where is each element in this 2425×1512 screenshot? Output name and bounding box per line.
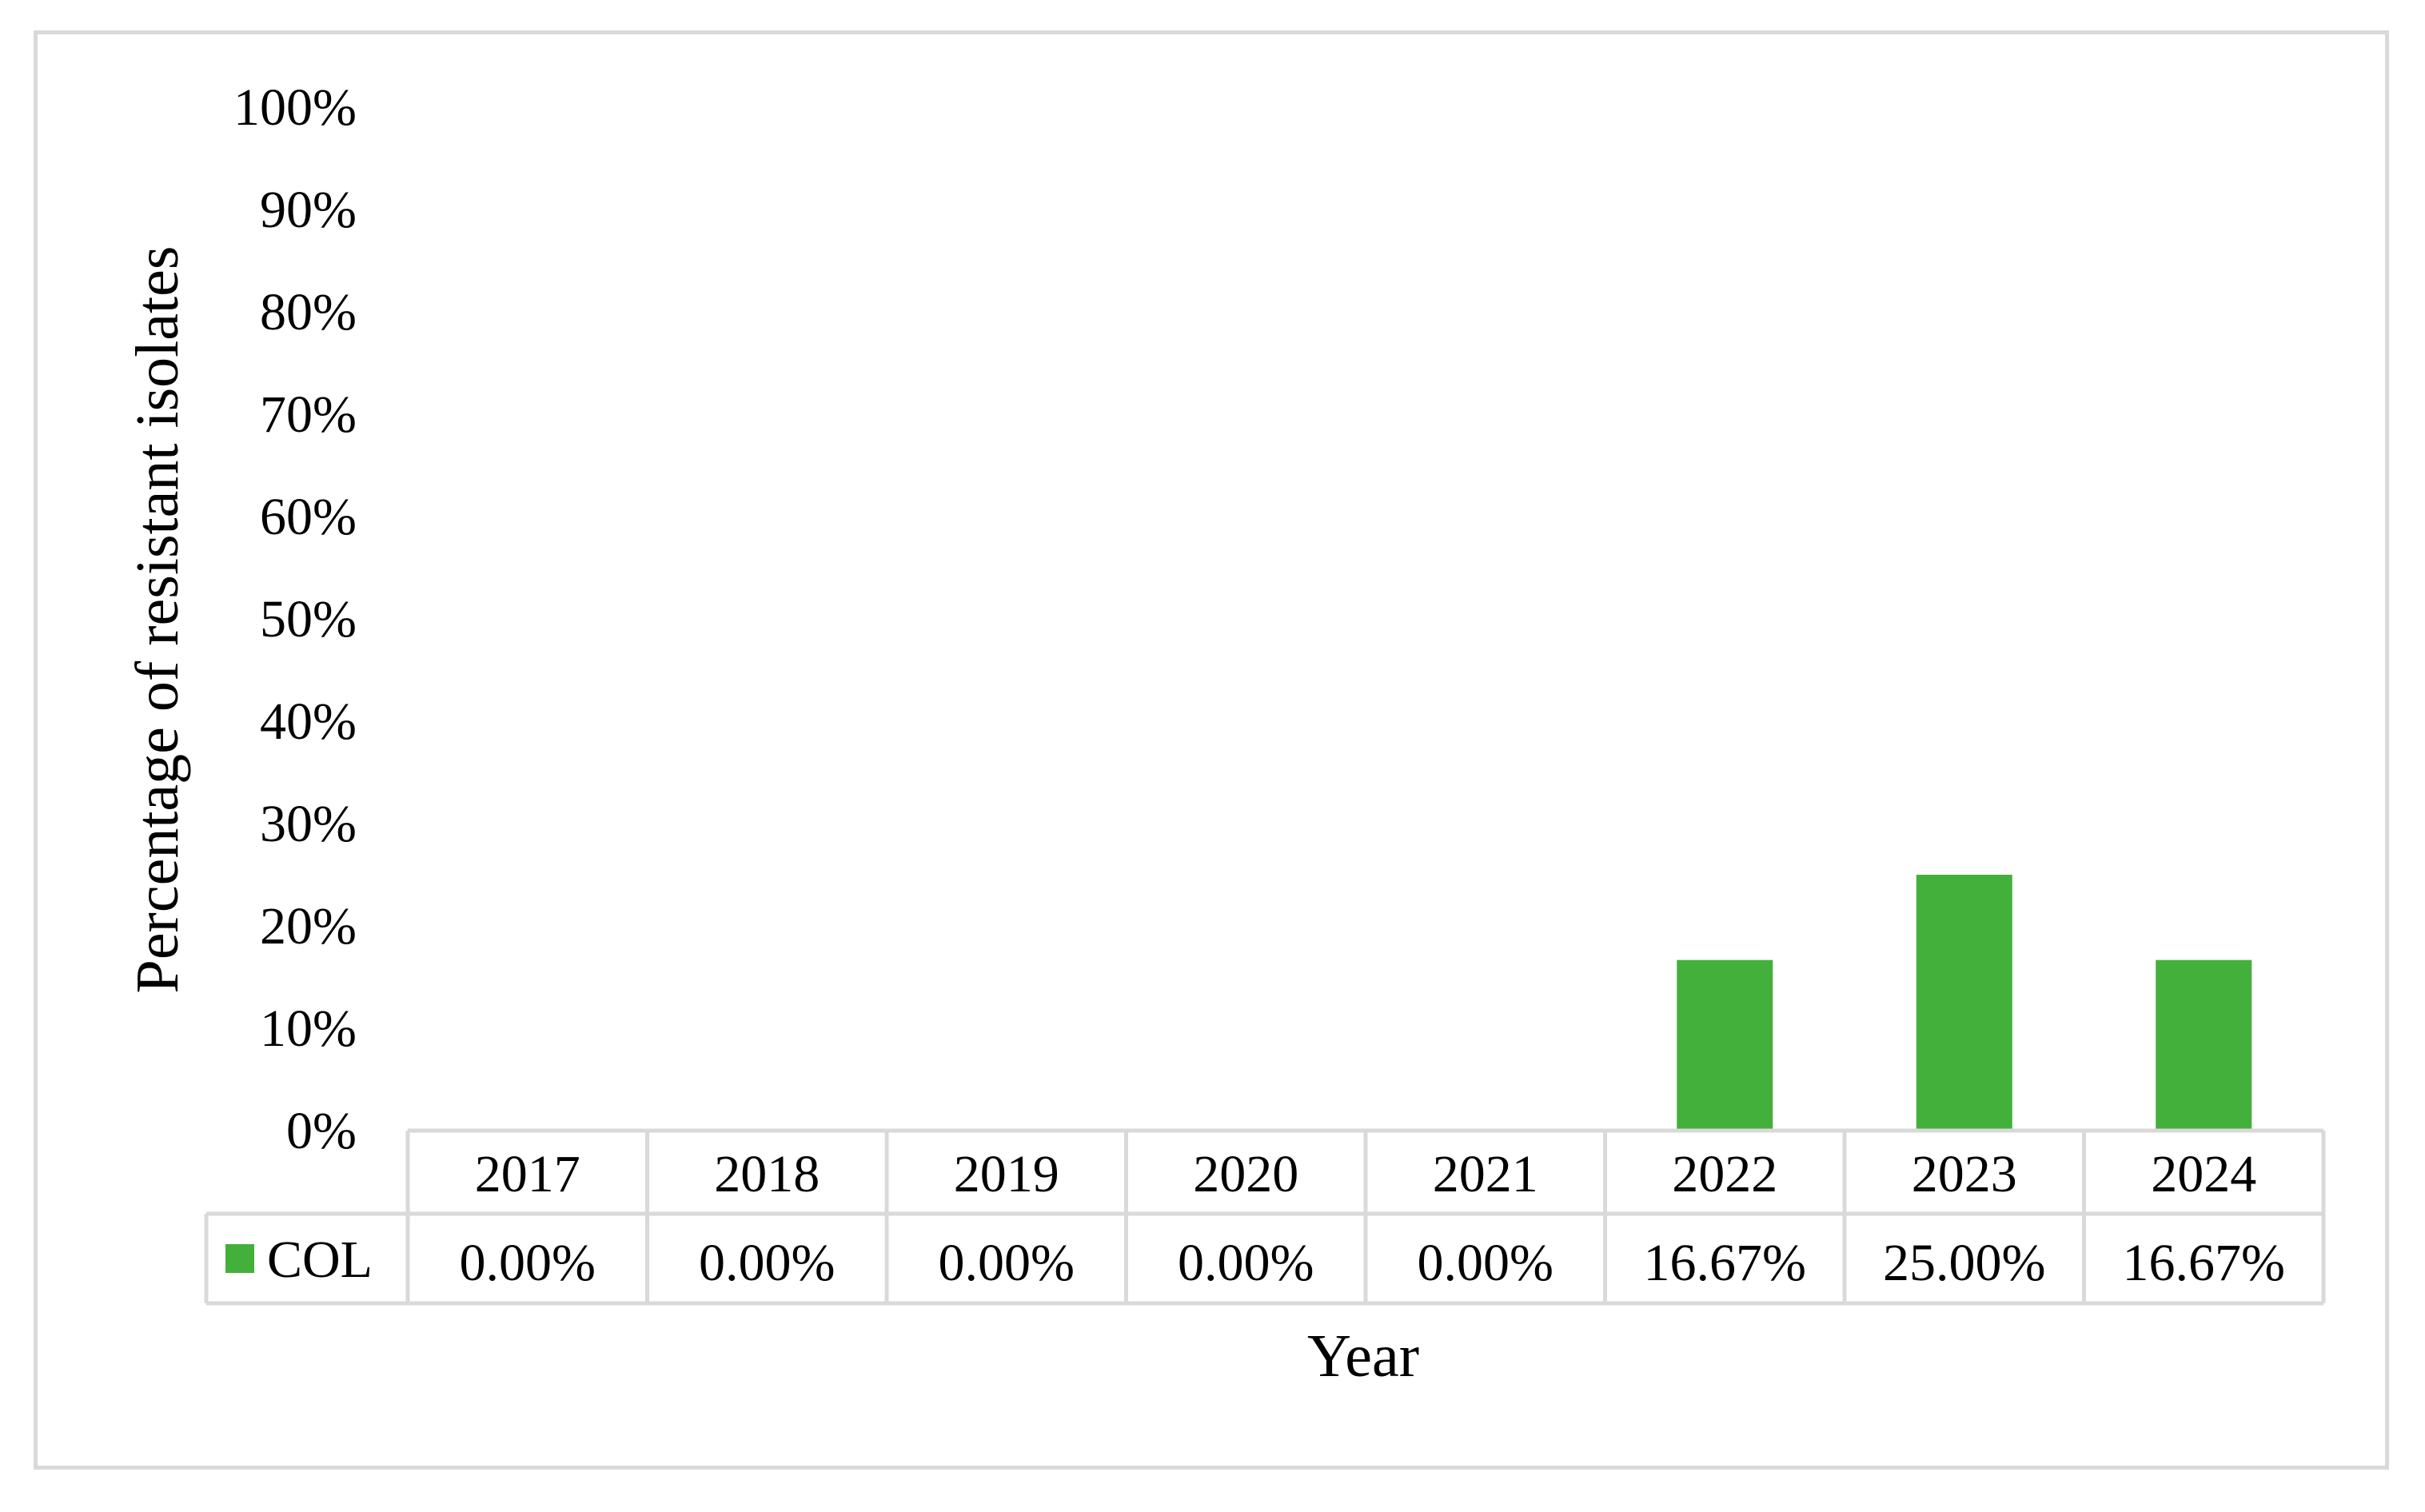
y-tick-label: 20% <box>260 897 357 955</box>
y-tick-label: 90% <box>260 181 357 239</box>
y-tick-label: 60% <box>260 488 357 546</box>
y-tick-label: 100% <box>233 78 357 137</box>
bar <box>2156 959 2252 1131</box>
y-tick-label: 30% <box>260 795 357 853</box>
data-label: 16.67% <box>2123 1234 2285 1292</box>
bar <box>1677 959 1773 1131</box>
data-label: 0.00% <box>1418 1234 1554 1292</box>
x-tick-label: 2022 <box>1672 1145 1777 1203</box>
data-label: 16.67% <box>1644 1234 1806 1292</box>
data-label: 0.00% <box>699 1234 835 1292</box>
y-tick-label: 10% <box>260 999 357 1058</box>
x-axis-title: Year <box>1307 1323 1419 1390</box>
y-tick-label: 70% <box>260 385 357 444</box>
y-tick-label: 40% <box>260 692 357 751</box>
x-tick-label: 2024 <box>2151 1145 2256 1203</box>
data-label: 25.00% <box>1883 1234 2045 1292</box>
y-tick-label: 80% <box>260 283 357 341</box>
x-tick-label: 2021 <box>1433 1145 1538 1203</box>
x-tick-label: 2017 <box>475 1145 580 1203</box>
data-label: 0.00% <box>460 1234 596 1292</box>
data-label: 0.00% <box>1178 1234 1314 1292</box>
y-tick-label: 0% <box>286 1102 357 1160</box>
x-tick-label: 2019 <box>954 1145 1059 1203</box>
data-label: 0.00% <box>939 1234 1075 1292</box>
legend-swatch-col <box>225 1244 254 1273</box>
data-table-text: 2017 0.00% 2018 0.00% 2019 0.00% 2020 0.00% 2021… <box>225 1145 2285 1292</box>
y-axis-title: Percentage of resistant isolates <box>124 246 191 994</box>
legend-label-col: COL <box>267 1231 373 1289</box>
bars <box>1677 875 2252 1131</box>
x-tick-label: 2020 <box>1193 1145 1298 1203</box>
bar <box>1916 875 2012 1131</box>
chart-frame <box>34 30 2389 1470</box>
x-tick-label: 2018 <box>714 1145 820 1203</box>
y-tick-labels: 0% 10% 20% 30% 40% 50% 60% 70% 80% 90% 100% <box>233 78 357 1160</box>
y-tick-label: 50% <box>260 590 357 648</box>
data-table-grid <box>204 1128 2326 1306</box>
x-tick-label: 2023 <box>1912 1145 2017 1203</box>
